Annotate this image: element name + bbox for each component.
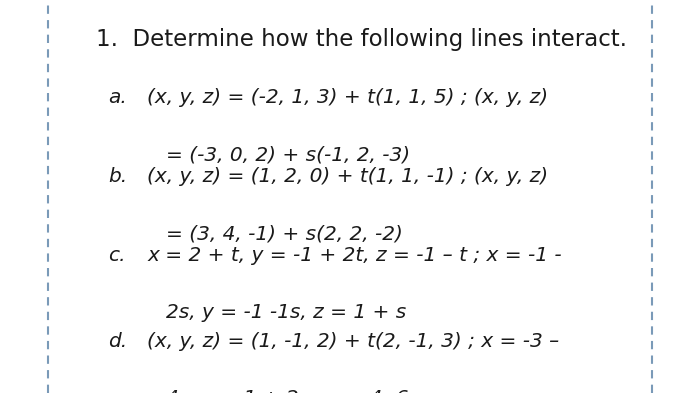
Text: 2s, y = -1 -1s, z = 1 + s: 2s, y = -1 -1s, z = 1 + s — [165, 303, 406, 321]
Text: a.: a. — [108, 88, 127, 107]
Text: b.: b. — [108, 167, 127, 186]
Text: (x, y, z) = (-2, 1, 3) + t(1, 1, 5) ; (x, y, z): (x, y, z) = (-2, 1, 3) + t(1, 1, 5) ; (x… — [148, 88, 549, 107]
Text: = (3, 4, -1) + s(2, 2, -2): = (3, 4, -1) + s(2, 2, -2) — [165, 224, 402, 243]
Text: c.: c. — [108, 246, 125, 264]
Text: x = 2 + t, y = -1 + 2t, z = -1 – t ; x = -1 -: x = 2 + t, y = -1 + 2t, z = -1 – t ; x =… — [148, 246, 562, 264]
Text: (x, y, z) = (1, 2, 0) + t(1, 1, -1) ; (x, y, z): (x, y, z) = (1, 2, 0) + t(1, 1, -1) ; (x… — [148, 167, 549, 186]
Text: 4s, y = 1 + 2s, z = -4 -6s: 4s, y = 1 + 2s, z = -4 -6s — [165, 389, 419, 393]
Text: = (-3, 0, 2) + s(-1, 2, -3): = (-3, 0, 2) + s(-1, 2, -3) — [165, 145, 410, 164]
Text: (x, y, z) = (1, -1, 2) + t(2, -1, 3) ; x = -3 –: (x, y, z) = (1, -1, 2) + t(2, -1, 3) ; x… — [148, 332, 559, 351]
Text: 1.  Determine how the following lines interact.: 1. Determine how the following lines int… — [96, 28, 627, 51]
Text: d.: d. — [108, 332, 127, 351]
